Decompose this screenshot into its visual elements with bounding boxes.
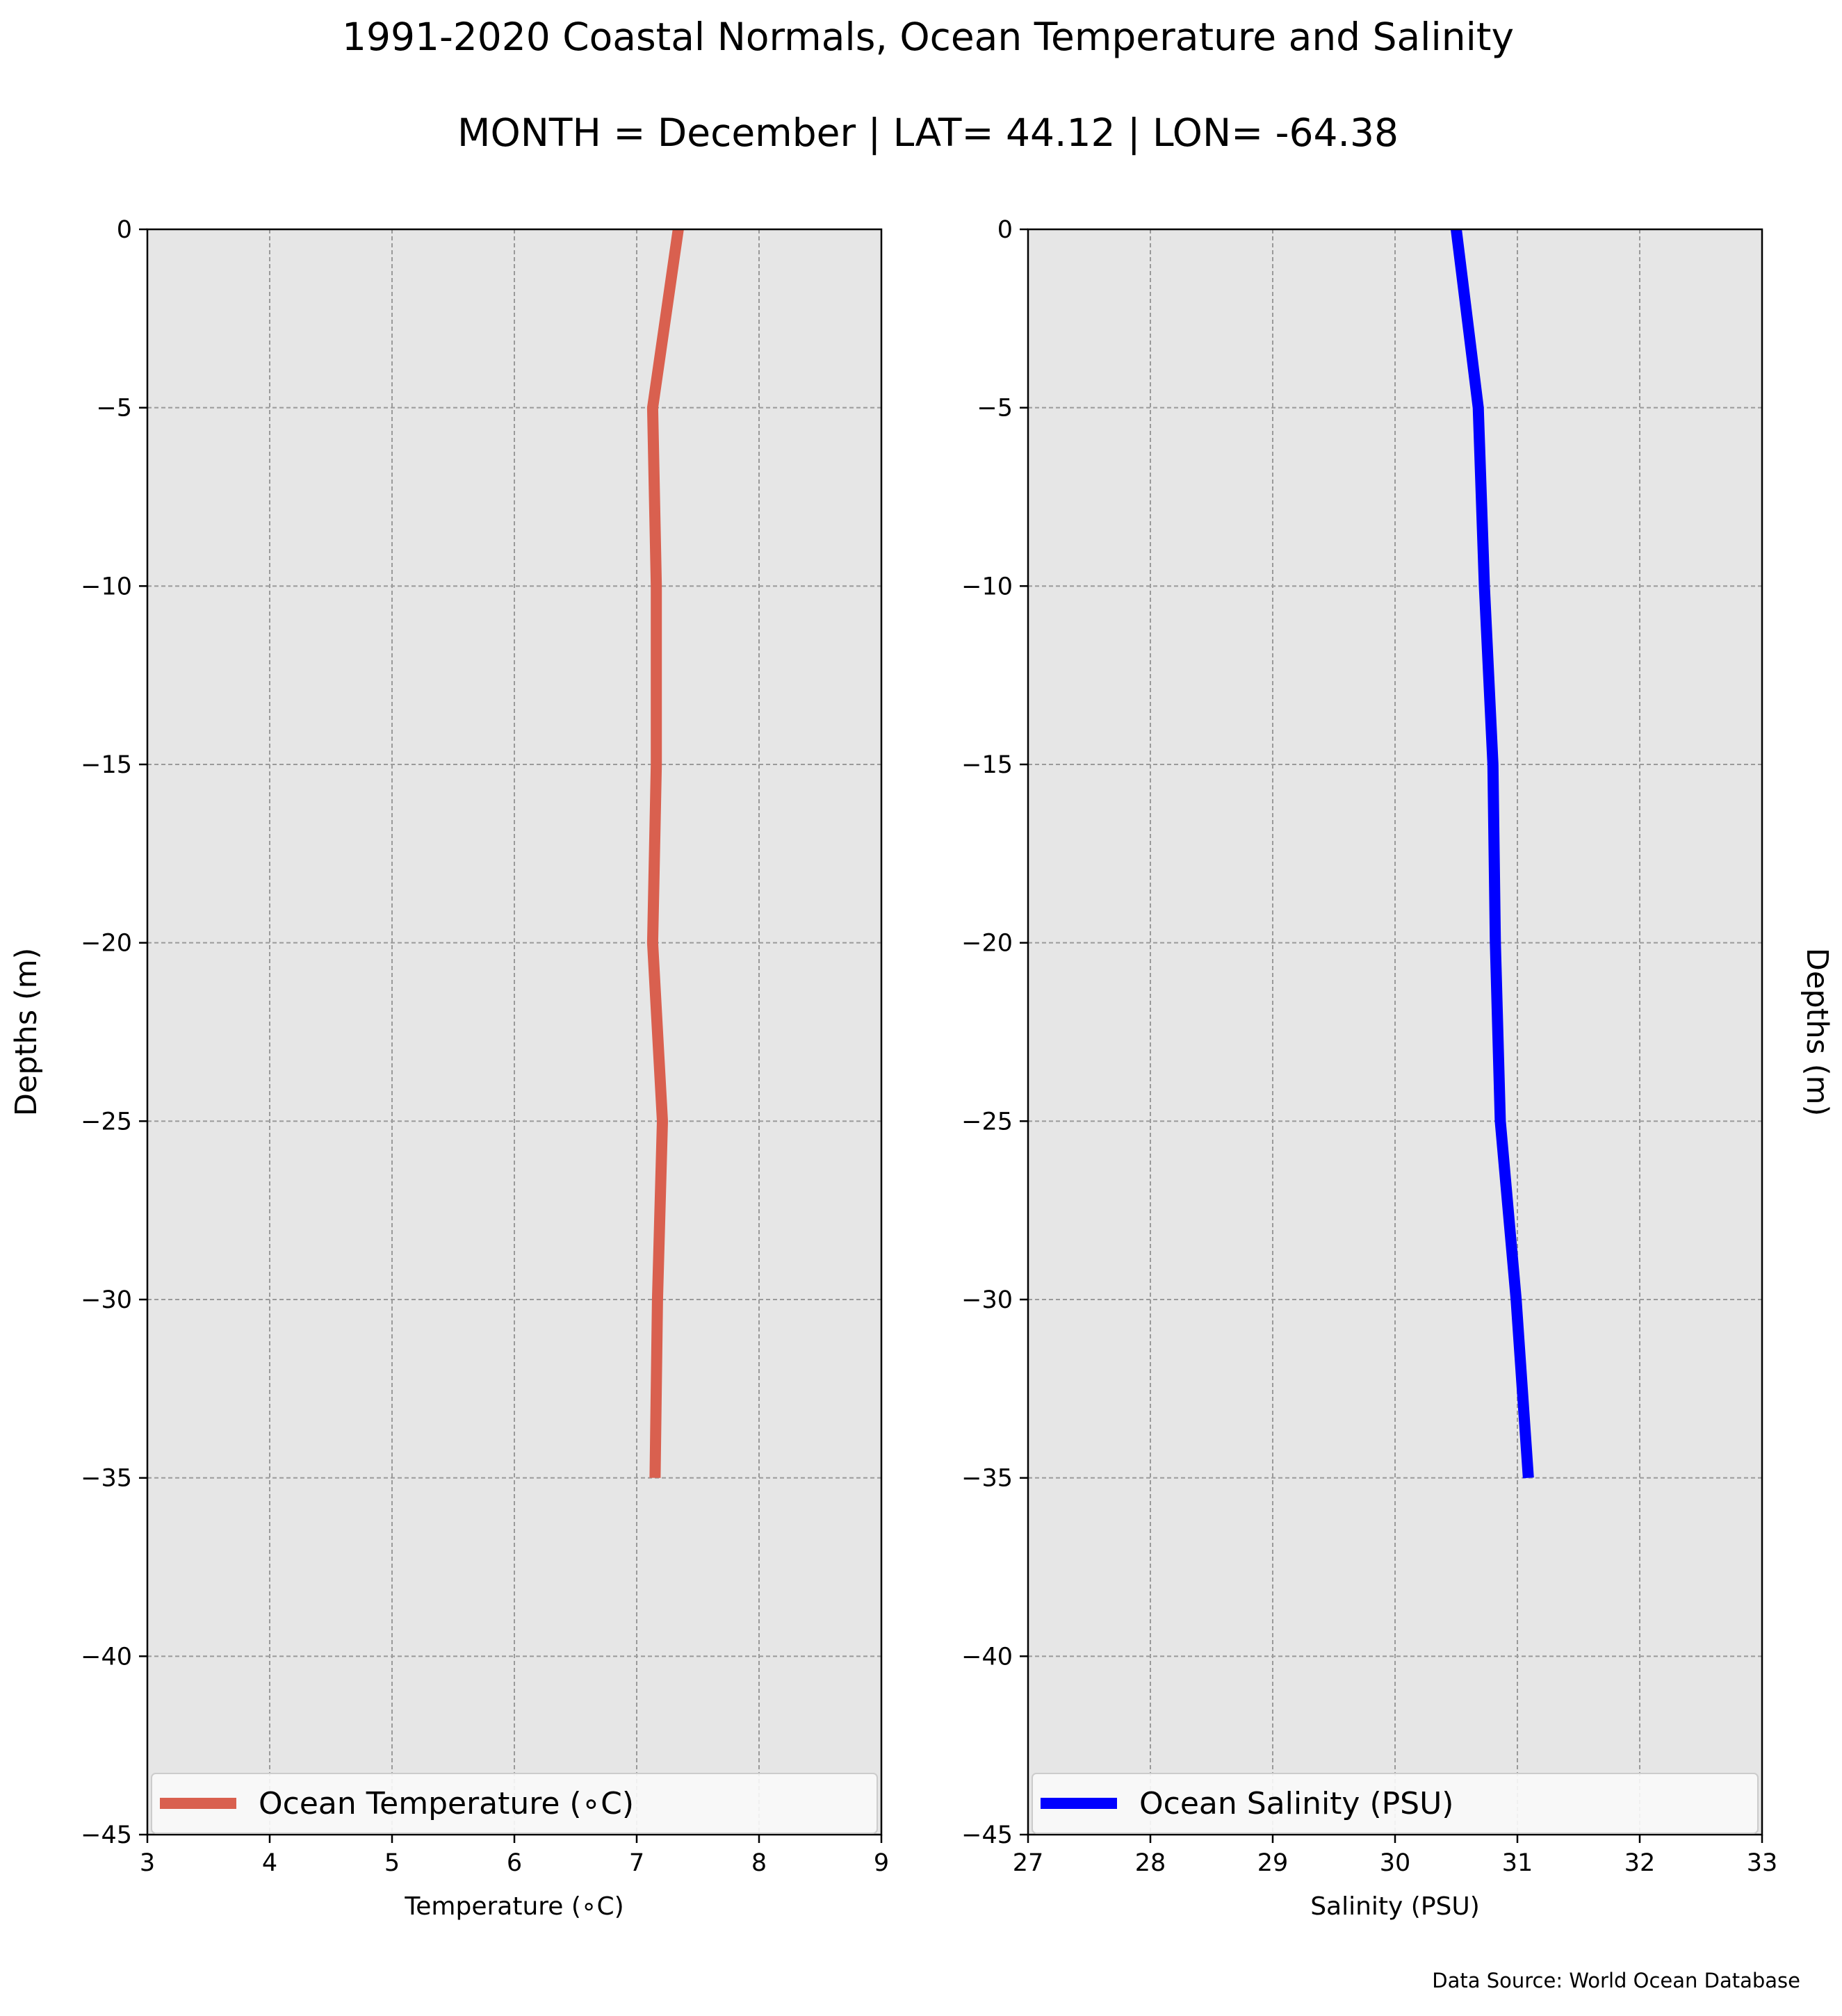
salinity-x-tick-label: 32	[1624, 1849, 1656, 1877]
temperature-legend-label: Ocean Temperature (∘C)	[259, 1786, 634, 1821]
salinity-y-tick-label: −40	[961, 1643, 1013, 1671]
temperature-y-axis-label: Depths (m)	[9, 948, 44, 1116]
temperature-y-tick-label: −10	[81, 573, 132, 600]
temperature-legend-box	[151, 1773, 878, 1834]
salinity-x-tick-label: 27	[1013, 1849, 1044, 1877]
temperature-y-tick-label: −45	[81, 1821, 132, 1849]
temperature-y-tick-label: −15	[81, 751, 132, 779]
salinity-y-tick-label: −10	[961, 573, 1013, 600]
temperature-x-tick-label: 7	[629, 1849, 644, 1877]
salinity-x-axis-label: Salinity (PSU)	[1310, 1892, 1480, 1921]
temperature-y-tick-label: −5	[96, 395, 132, 423]
temperature-y-tick-label: −35	[81, 1465, 132, 1493]
salinity-panel: 27 28 29 30 31 32 33 0 −5 −10 −15 −20 −25 −30 −35 −40 −4…	[961, 216, 1834, 1921]
salinity-y-tick-label: −20	[961, 930, 1013, 958]
temperature-y-tick-label: −30	[81, 1286, 132, 1314]
figure-subtitle: MONTH = December | LAT= 44.12 | LON= -64…	[457, 110, 1399, 156]
data-source-note: Data Source: World Ocean Database	[1432, 1969, 1800, 1992]
figure-title: 1991-2020 Coastal Normals, Ocean Tempera…	[342, 15, 1514, 59]
temperature-y-tick-label: −25	[81, 1108, 132, 1136]
salinity-y-tick-label: −5	[977, 395, 1013, 423]
salinity-x-tick-label: 28	[1135, 1849, 1166, 1877]
temperature-y-tick-label: 0	[117, 216, 132, 244]
salinity-y-tick-label: −25	[961, 1108, 1013, 1136]
salinity-y-tick-label: −30	[961, 1286, 1013, 1314]
salinity-x-tick-label: 33	[1747, 1849, 1778, 1877]
temperature-y-tick-label: −20	[81, 930, 132, 958]
salinity-y-tick-label: −15	[961, 751, 1013, 779]
salinity-legend-label: Ocean Salinity (PSU)	[1139, 1786, 1453, 1821]
temperature-x-tick-label: 4	[262, 1849, 277, 1877]
temperature-x-tick-label: 5	[384, 1849, 400, 1877]
salinity-y-axis-label: Depths (m)	[1800, 948, 1834, 1116]
temperature-panel: 3 4 5 6 7 8 9 0 −5 −10 −15 −20 −25 −30 −35 −40 −45 Temper…	[9, 216, 889, 1921]
temperature-x-tick-label: 8	[751, 1849, 767, 1877]
temperature-x-axis-label: Temperature (∘C)	[404, 1892, 623, 1921]
temperature-x-tick-label: 9	[874, 1849, 889, 1877]
salinity-x-tick-label: 29	[1257, 1849, 1289, 1877]
salinity-x-tick-label: 30	[1380, 1849, 1411, 1877]
salinity-y-tick-label: −45	[961, 1821, 1013, 1849]
temperature-series-line	[646, 228, 684, 1478]
salinity-x-tick-label: 31	[1502, 1849, 1533, 1877]
salinity-y-tick-label: 0	[997, 216, 1013, 244]
temperature-x-tick-label: 6	[507, 1849, 522, 1877]
salinity-series-line	[1451, 229, 1534, 1479]
temperature-x-tick-label: 3	[140, 1849, 155, 1877]
salinity-legend-box	[1032, 1773, 1759, 1834]
salinity-y-tick-label: −35	[961, 1465, 1013, 1493]
temperature-y-tick-label: −40	[81, 1643, 132, 1671]
